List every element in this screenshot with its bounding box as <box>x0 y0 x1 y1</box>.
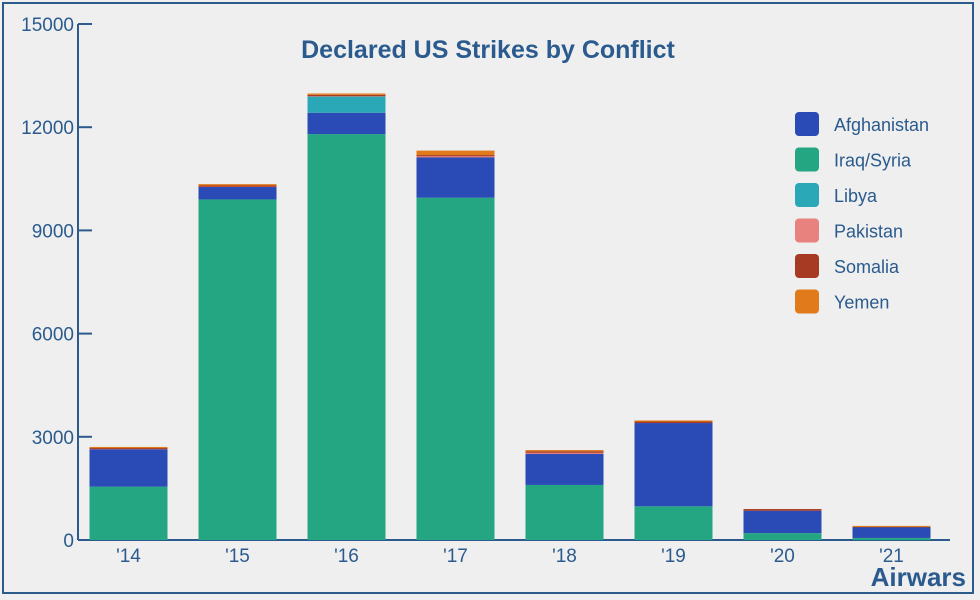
bar-segment-somalia <box>198 185 277 187</box>
x-tick-label: '21 <box>879 546 904 567</box>
x-tick-label: '19 <box>661 546 686 567</box>
y-tick-label: 3000 <box>32 428 74 449</box>
bar-segment-afghanistan <box>743 510 822 534</box>
legend-label: Afghanistan <box>834 115 929 135</box>
legend-item: Afghanistan <box>795 112 929 136</box>
bar-segment-somalia <box>89 447 168 450</box>
bar-segment-iraq-syria <box>852 537 931 540</box>
legend-item: Somalia <box>795 254 900 278</box>
chart-border <box>2 2 974 594</box>
bar-stack <box>416 150 495 540</box>
legend-label: Iraq/Syria <box>834 151 912 171</box>
y-tick-label: 9000 <box>32 221 74 242</box>
bar-stack <box>198 184 277 540</box>
x-tick-label: '18 <box>552 546 577 567</box>
legend-item: Pakistan <box>795 218 903 243</box>
bar-segment-iraq-syria <box>525 484 604 540</box>
legend-item: Yemen <box>795 289 889 314</box>
brand-logo-text: Airwars <box>871 562 966 592</box>
legend-label: Somalia <box>834 257 900 277</box>
legend-label: Yemen <box>834 293 889 313</box>
y-tick-label: 15000 <box>21 15 74 36</box>
bar-segment-afghanistan <box>198 186 277 200</box>
bar-stack <box>852 525 931 540</box>
x-tick-label: '14 <box>116 546 141 567</box>
bar-segment-iraq-syria <box>198 199 277 540</box>
bar-stack <box>89 446 168 540</box>
bar-stack <box>525 450 604 540</box>
legend-label: Libya <box>834 186 878 206</box>
y-tick-label: 12000 <box>21 118 74 139</box>
bar-segment-iraq-syria <box>89 486 168 540</box>
bar-segment-yemen <box>634 420 713 422</box>
bar-segment-iraq-syria <box>634 506 713 540</box>
bar-segment-pakistan <box>416 156 495 158</box>
bar-segment-pakistan <box>525 452 604 454</box>
legend-swatch <box>795 112 819 136</box>
bar-segment-somalia <box>307 94 386 97</box>
bar-segment-yemen <box>307 93 386 95</box>
bar-stack <box>634 420 713 540</box>
chart-title: Declared US Strikes by Conflict <box>301 36 675 64</box>
bar-segment-afghanistan <box>634 423 713 507</box>
bar-segment-yemen <box>852 525 931 528</box>
bar-stack <box>307 93 386 540</box>
bar-segment-iraq-syria <box>307 134 386 540</box>
bar-segment-somalia <box>525 451 604 453</box>
bar-segment-somalia <box>743 509 822 511</box>
legend-item: Iraq/Syria <box>795 147 912 172</box>
legend-label: Pakistan <box>834 222 903 242</box>
y-axis: 0 3000 6000 9000 12000 15000 <box>21 15 92 552</box>
bar-segment-somalia <box>416 155 495 157</box>
bar-segment-yemen <box>416 150 495 156</box>
y-tick-label: 0 <box>63 531 74 552</box>
legend-item: Libya <box>795 183 878 207</box>
bar-stack <box>743 509 822 540</box>
bar-segment-somalia <box>634 420 713 424</box>
bar-segment-iraq-syria <box>743 533 822 540</box>
bar-segment-afghanistan <box>307 112 386 135</box>
x-tick-label: '20 <box>770 546 795 567</box>
legend-swatch <box>795 289 819 314</box>
x-tick-label: '16 <box>334 546 359 567</box>
legend-swatch <box>795 218 819 243</box>
x-tick-label: '17 <box>443 546 468 567</box>
legend-swatch <box>795 147 819 172</box>
bar-segment-afghanistan <box>416 156 495 198</box>
bar-segment-libya <box>307 95 386 113</box>
bar-segment-iraq-syria <box>416 197 495 540</box>
bar-segment-yemen <box>525 450 604 452</box>
legend-swatch <box>795 254 819 278</box>
bar-segment-afghanistan <box>89 448 168 487</box>
y-tick-label: 6000 <box>32 325 74 346</box>
x-tick-label: '15 <box>225 546 250 567</box>
bars <box>89 93 931 540</box>
bar-segment-yemen <box>198 184 277 186</box>
legend: Afghanistan Iraq/Syria Libya Pakistan Somali… <box>795 112 929 314</box>
bar-segment-afghanistan <box>852 526 931 538</box>
bar-segment-yemen <box>89 446 168 449</box>
bar-segment-afghanistan <box>525 452 604 485</box>
x-axis: '14 '15 '16 '17 '18 '19 '20 '21 <box>78 539 950 567</box>
legend-swatch <box>795 183 819 207</box>
